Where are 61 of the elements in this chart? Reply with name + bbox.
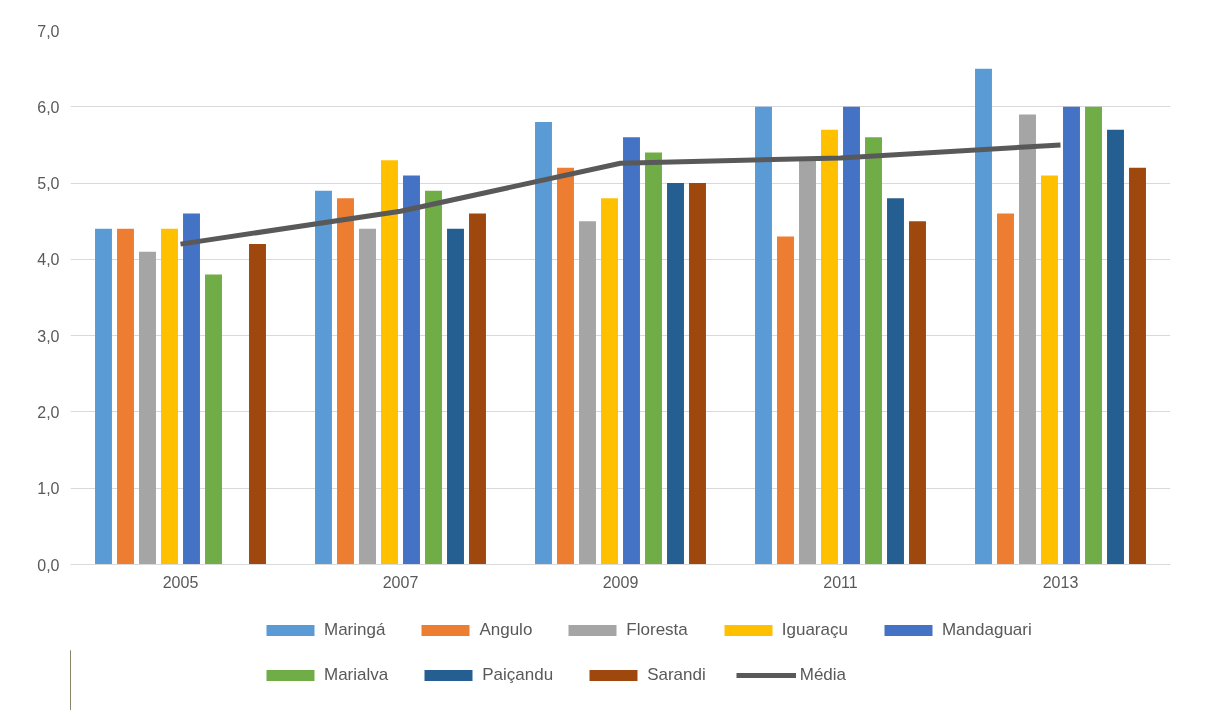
- x-tick-label: 2013: [1042, 573, 1079, 591]
- bar: [1041, 175, 1058, 565]
- bar: [403, 175, 420, 565]
- legend-label: Floresta: [626, 620, 688, 640]
- bar: [535, 122, 552, 565]
- x-tick-label: 2005: [162, 573, 199, 591]
- bar: [1019, 114, 1036, 565]
- bar: [777, 236, 794, 565]
- bar: [755, 106, 772, 565]
- y-tick-label: 3,0: [37, 327, 60, 345]
- bar: [645, 152, 662, 565]
- bar: [975, 68, 992, 565]
- y-tick-label: 5,0: [37, 175, 60, 193]
- legend-label: Sarandi: [647, 665, 706, 685]
- bar: [557, 167, 574, 565]
- bar: [997, 213, 1014, 565]
- y-tick-label: 2,0: [37, 403, 60, 421]
- bar: [689, 183, 706, 565]
- legend-label: Maringá: [324, 620, 386, 640]
- y-tick-label: 1,0: [37, 480, 60, 498]
- bar: [161, 228, 178, 565]
- legend-label: Média: [799, 665, 847, 685]
- bar: [887, 198, 904, 565]
- bar: [315, 190, 332, 565]
- bar: [117, 228, 134, 565]
- bar: [447, 228, 464, 565]
- legend-label: Mandaguari: [941, 620, 1032, 640]
- bar: [909, 221, 926, 565]
- x-tick-label: 2007: [382, 573, 419, 591]
- bar: [337, 198, 354, 565]
- legend-label: Marialva: [324, 665, 389, 685]
- bar: [601, 198, 618, 565]
- bar: [667, 183, 684, 565]
- bar: [205, 274, 222, 565]
- legend-label: Iguaraçu: [781, 620, 848, 640]
- legend-label: Paiçandu: [482, 665, 554, 685]
- bar: [799, 160, 816, 565]
- bar: [381, 160, 398, 565]
- bar: [139, 251, 156, 565]
- x-tick-label: 2009: [602, 573, 639, 591]
- bar: [1107, 129, 1124, 565]
- bar: [843, 106, 860, 565]
- legend-label: Angulo: [479, 620, 533, 640]
- y-tick-label: 7,0: [37, 22, 60, 40]
- bar: [821, 129, 838, 565]
- bar: [249, 244, 266, 565]
- x-tick-label: 2011: [823, 573, 858, 591]
- bar: [579, 221, 596, 565]
- bar: [359, 228, 376, 565]
- bar: [95, 228, 112, 565]
- y-tick-label: 4,0: [37, 251, 60, 269]
- y-tick-label: 0,0: [37, 556, 60, 574]
- bar: [469, 213, 486, 565]
- bar: [1063, 106, 1080, 565]
- bar: [1129, 167, 1146, 565]
- bar: [865, 137, 882, 565]
- bar: [183, 213, 200, 565]
- bar: [425, 190, 442, 565]
- y-tick-label: 6,0: [37, 98, 60, 116]
- bar: [623, 137, 640, 565]
- bar: [1085, 106, 1102, 565]
